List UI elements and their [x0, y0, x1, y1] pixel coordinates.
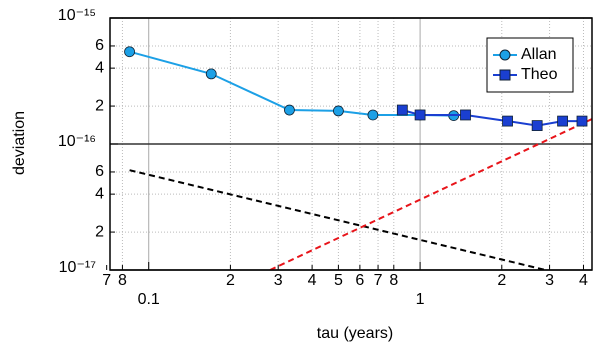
marker [557, 115, 568, 127]
x-tick-label: 5 [334, 272, 343, 289]
plot-border [109, 17, 593, 271]
y-tick-label: 6 [95, 37, 104, 54]
y-axis-label: deviation [11, 111, 28, 175]
y-tick-label: 10⁻¹⁵ [58, 7, 96, 24]
x-tick-label: 1 [416, 291, 425, 308]
marker [332, 105, 344, 117]
x-tick-label: 0.1 [138, 291, 160, 308]
y-tick-label: 10⁻¹⁷ [59, 259, 97, 276]
marker [205, 68, 217, 80]
legend-box [486, 37, 574, 93]
x-tick-label: 3 [545, 272, 554, 289]
marker [576, 115, 588, 127]
marker [284, 104, 295, 116]
x-tick-label: 4 [308, 272, 317, 289]
y-tick-label: 2 [95, 97, 104, 114]
y-tick-label: 10⁻¹⁶ [58, 133, 96, 150]
x-tick-label: 7 [102, 272, 111, 289]
marker [531, 120, 543, 131]
marker [367, 109, 379, 121]
x-tick-label: 3 [274, 272, 283, 289]
y-tick-label: 2 [95, 223, 104, 240]
legend-marker [499, 69, 511, 81]
y-tick-label: 4 [95, 185, 104, 202]
legend-label: Theo [521, 66, 558, 83]
legend-label: Allan [521, 46, 557, 63]
marker [396, 104, 408, 116]
x-tick-label: 7 [374, 272, 383, 289]
legend-marker [499, 49, 511, 61]
reference-line [129, 169, 546, 270]
marker [502, 115, 513, 127]
marker [460, 109, 471, 121]
marker [414, 109, 426, 121]
y-tick-label: 4 [95, 59, 104, 76]
y-tick-label: 6 [95, 163, 104, 180]
x-tick-label: 6 [355, 272, 364, 289]
x-tick-label: 8 [389, 272, 398, 289]
x-tick-label: 4 [579, 272, 588, 289]
x-axis-label: tau (years) [317, 325, 393, 342]
marker [124, 46, 135, 58]
x-tick-label: 8 [118, 272, 127, 289]
x-tick-label: 2 [497, 272, 506, 289]
x-tick-label: 2 [226, 272, 235, 289]
